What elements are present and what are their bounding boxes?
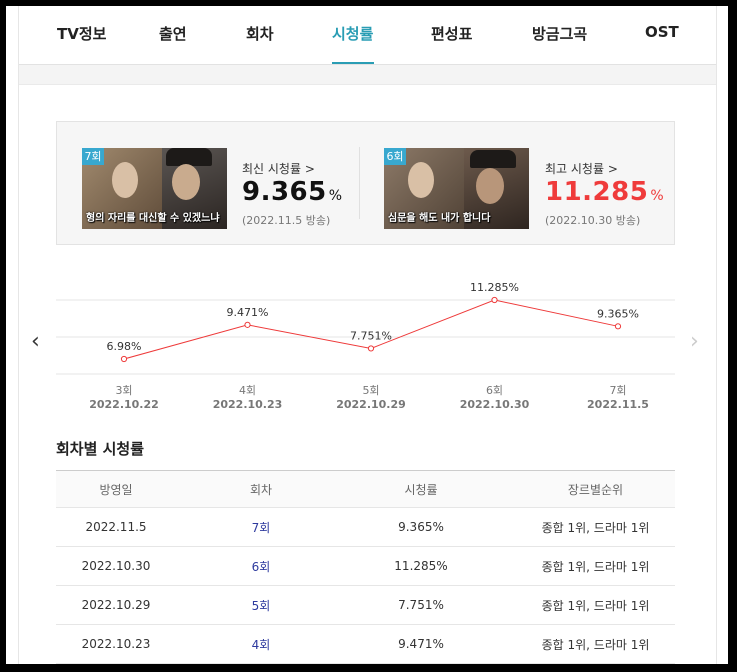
best-episode-thumbnail[interactable]: 6회 심문을 해도 내가 합니다 bbox=[384, 148, 529, 229]
latest-rating-date: (2022.11.5 방송) bbox=[242, 214, 331, 227]
episode-link[interactable]: 4회 bbox=[251, 637, 271, 652]
header-genre-rank: 장르별순위 bbox=[567, 482, 624, 497]
episode-ratings-table: 방영일 회차 시청률 장르별순위 2022.11.5 7회 9.365% 종합 … bbox=[56, 470, 675, 664]
page: TV정보 출연 회차 시청률 편성표 방금그곡 OST 7회 형의 자리를 대신… bbox=[18, 6, 717, 664]
tab-schedule[interactable]: 편성표 bbox=[431, 25, 473, 43]
x-tick-date: 2022.10.30 bbox=[460, 398, 530, 411]
episode-ratings-title: 회차별 시청률 bbox=[56, 440, 145, 458]
genre-rank: 종합 1위, 드라마 1위 bbox=[541, 598, 650, 613]
x-tick-date: 2022.11.5 bbox=[587, 398, 649, 411]
rating-value: 11.285% bbox=[394, 559, 448, 573]
chevron-left-icon[interactable]: ‹ bbox=[31, 329, 40, 354]
rating-chart: ‹ › 6.98% 3회 2022.10.22 9.471% 4회 2022.10.23 7… bbox=[19, 274, 716, 414]
data-label: 7.751% bbox=[350, 329, 392, 342]
best-rating-date: (2022.10.30 방송) bbox=[545, 214, 641, 227]
table-row: 2022.10.30 6회 11.285% 종합 1위, 드라마 1위 bbox=[56, 547, 675, 586]
episode-link[interactable]: 5회 bbox=[251, 598, 271, 613]
best-rating-value: 11.285% bbox=[545, 177, 665, 207]
genre-rank: 종합 1위, 드라마 1위 bbox=[541, 559, 650, 574]
x-tick-episode: 3회 bbox=[115, 384, 132, 397]
data-label: 6.98% bbox=[107, 340, 142, 353]
tab-bar: TV정보 출연 회차 시청률 편성표 방금그곡 OST bbox=[19, 6, 716, 65]
latest-rating-value: 9.365% bbox=[242, 177, 343, 207]
table-row: 2022.10.29 5회 7.751% 종합 1위, 드라마 1위 bbox=[56, 586, 675, 625]
tab-cast[interactable]: 출연 bbox=[159, 25, 187, 43]
x-tick-date: 2022.10.22 bbox=[89, 398, 159, 411]
episode-link[interactable]: 6회 bbox=[251, 559, 271, 574]
data-point bbox=[491, 296, 498, 304]
latest-rating-label[interactable]: 최신 시청률 > bbox=[242, 162, 315, 176]
table-row: 2022.10.23 4회 9.471% 종합 1위, 드라마 1위 bbox=[56, 625, 675, 664]
tab-music[interactable]: 방금그곡 bbox=[532, 25, 588, 43]
best-thumbnail-caption: 심문을 해도 내가 합니다 bbox=[388, 213, 491, 224]
air-date: 2022.10.29 bbox=[81, 598, 151, 612]
data-point bbox=[614, 323, 622, 330]
latest-episode-thumbnail[interactable]: 7회 형의 자리를 대신할 수 있겠느냐 bbox=[82, 148, 227, 229]
genre-rank: 종합 1위, 드라마 1위 bbox=[541, 520, 650, 535]
x-tick-episode: 7회 bbox=[609, 384, 626, 397]
data-point bbox=[367, 345, 375, 352]
tab-ost[interactable]: OST bbox=[645, 23, 679, 41]
tab-bar-band bbox=[19, 65, 716, 85]
rating-value: 9.471% bbox=[398, 637, 444, 651]
rating-value: 7.751% bbox=[398, 598, 444, 612]
tab-ratings[interactable]: 시청률 bbox=[332, 25, 374, 43]
episode-link[interactable]: 7회 bbox=[251, 520, 271, 535]
data-label: 9.365% bbox=[597, 307, 639, 320]
data-label: 9.471% bbox=[227, 306, 269, 319]
header-episode: 회차 bbox=[249, 482, 273, 497]
rating-value: 9.365% bbox=[398, 520, 444, 534]
summary-divider bbox=[359, 147, 360, 219]
data-point bbox=[244, 321, 251, 328]
air-date: 2022.11.5 bbox=[85, 520, 147, 534]
x-tick-date: 2022.10.29 bbox=[336, 398, 406, 411]
header-rating: 시청률 bbox=[404, 482, 438, 497]
data-label: 11.285% bbox=[470, 281, 519, 294]
tab-episodes[interactable]: 회차 bbox=[246, 25, 274, 43]
air-date: 2022.10.23 bbox=[81, 637, 151, 651]
table-row: 2022.11.5 7회 9.365% 종합 1위, 드라마 1위 bbox=[56, 508, 675, 547]
latest-thumbnail-caption: 형의 자리를 대신할 수 있겠느냐 bbox=[86, 213, 220, 224]
header-air-date: 방영일 bbox=[99, 482, 133, 497]
genre-rank: 종합 1위, 드라마 1위 bbox=[541, 637, 650, 652]
tab-tv-info[interactable]: TV정보 bbox=[57, 25, 107, 43]
x-tick-date: 2022.10.23 bbox=[213, 398, 283, 411]
x-tick-episode: 4회 bbox=[239, 384, 256, 397]
best-episode-badge: 6회 bbox=[384, 148, 406, 165]
table-header-row: 방영일 회차 시청률 장르별순위 bbox=[56, 471, 675, 508]
rating-summary: 7회 형의 자리를 대신할 수 있겠느냐 최신 시청률 > 9.365% (20… bbox=[56, 121, 675, 245]
data-point bbox=[120, 355, 128, 363]
x-tick-episode: 5회 bbox=[362, 384, 379, 397]
screenshot-frame: TV정보 출연 회차 시청률 편성표 방금그곡 OST 7회 형의 자리를 대신… bbox=[6, 6, 728, 664]
active-tab-indicator bbox=[332, 62, 374, 64]
air-date: 2022.10.30 bbox=[81, 559, 151, 573]
best-rating-label[interactable]: 최고 시청률 > bbox=[545, 162, 618, 176]
chevron-right-icon: › bbox=[690, 329, 699, 354]
latest-episode-badge: 7회 bbox=[82, 148, 104, 165]
x-tick-episode: 6회 bbox=[486, 384, 503, 397]
